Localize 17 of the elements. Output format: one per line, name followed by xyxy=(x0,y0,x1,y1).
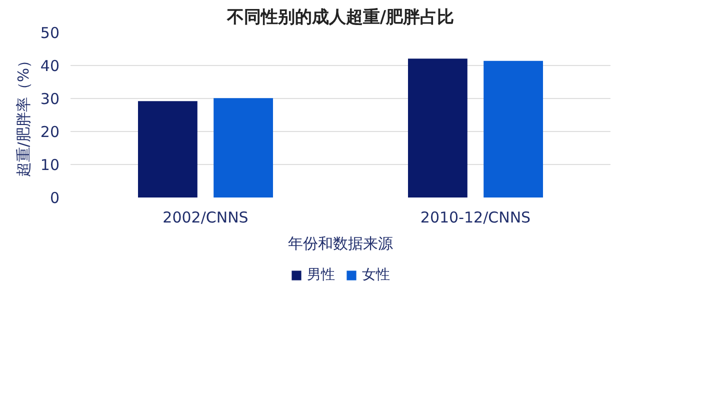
x-tick-label: 2002/CNNS xyxy=(162,208,248,226)
chart-title: 不同性别的成人超重/肥胖占比 xyxy=(226,8,454,28)
y-tick-label: 50 xyxy=(40,24,60,42)
legend-label: 女性 xyxy=(362,266,390,284)
y-tick-label: 10 xyxy=(40,156,60,174)
legend-label: 男性 xyxy=(307,266,335,284)
y-axis-title: 超重/肥胖率（%） xyxy=(14,52,32,178)
y-tick-label: 20 xyxy=(40,123,60,141)
bar xyxy=(484,60,543,198)
y-tick-label: 40 xyxy=(40,57,60,75)
bar xyxy=(408,58,468,198)
bar xyxy=(214,98,273,198)
bar xyxy=(138,101,198,198)
x-tick-label: 2010-12/CNNS xyxy=(420,208,531,226)
x-axis-title: 年份和数据来源 xyxy=(288,234,393,252)
y-tick-label: 0 xyxy=(50,189,60,207)
y-tick-label: 30 xyxy=(40,90,60,108)
